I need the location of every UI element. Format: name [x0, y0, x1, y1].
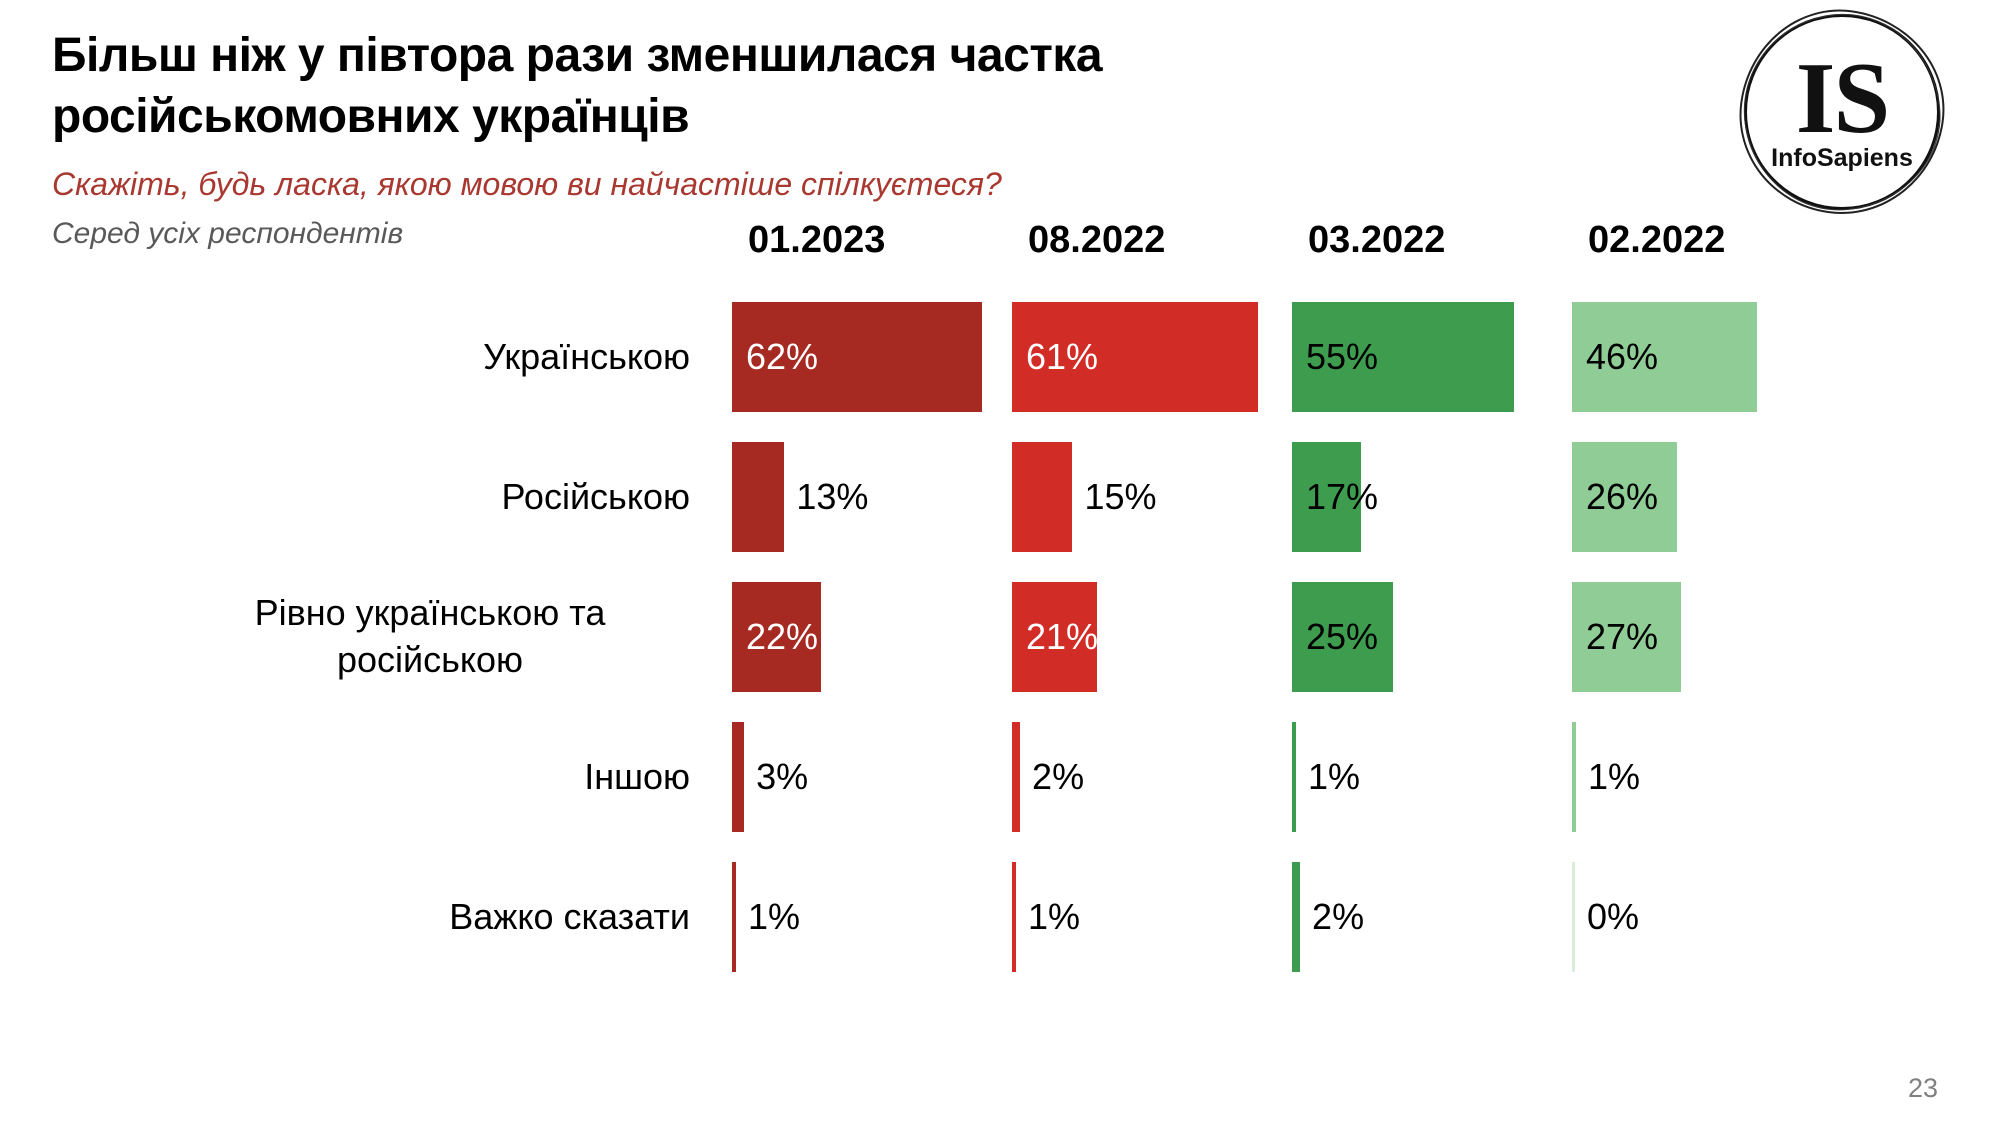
- logo-initials: IS: [1795, 42, 1890, 156]
- bar-value-label: 22%: [746, 616, 819, 657]
- bar-value-label: 21%: [1026, 616, 1099, 657]
- bar-cell: 15%: [1012, 442, 1272, 552]
- column-header: 03.2022: [1308, 218, 1446, 261]
- bar-cell: 3%: [732, 722, 992, 832]
- page-number: 23: [1907, 1073, 1938, 1103]
- bar-cell: 0%: [1572, 862, 1832, 972]
- page-title: Більш ніж у півтора рази зменшилася част…: [52, 26, 1672, 148]
- bar-cell: 27%: [1572, 582, 1832, 692]
- bar: [1012, 442, 1073, 552]
- bar: [1012, 862, 1017, 972]
- row-label: Українською: [52, 302, 712, 412]
- row-label: Російською: [52, 442, 712, 552]
- bar: [1292, 442, 1361, 552]
- bar: [1572, 722, 1577, 832]
- row-label-text: Іншою: [584, 755, 690, 797]
- bar-cell: 1%: [1572, 722, 1832, 832]
- bar-value-label: 2%: [1312, 896, 1365, 937]
- bar-value-label: 62%: [746, 336, 819, 377]
- bar: [1292, 302, 1514, 412]
- bar-value-label: 61%: [1026, 336, 1099, 377]
- bar: [1572, 302, 1758, 412]
- bar-cell: 46%: [1572, 302, 1832, 412]
- bar-cell: 1%: [1012, 862, 1272, 972]
- bar-value-label: 27%: [1586, 616, 1659, 657]
- column-header: 02.2022: [1588, 218, 1726, 261]
- row-label: Рівно українською та російською: [52, 582, 712, 692]
- bar: [1292, 582, 1393, 692]
- logo-name: InfoSapiens: [1771, 143, 1913, 172]
- bar: [732, 862, 737, 972]
- bar-value-label: 25%: [1306, 616, 1379, 657]
- column-header: 01.2023: [748, 218, 886, 261]
- bar: [1572, 442, 1677, 552]
- bar-value-label: 55%: [1306, 336, 1379, 377]
- column-header: 08.2022: [1028, 218, 1166, 261]
- bar-cell: 1%: [732, 862, 992, 972]
- bar-chart: 01.2023 08.2022 03.2022 02.2022 Українською 6…: [52, 208, 1832, 972]
- bar: [732, 442, 785, 552]
- bar-value-label: 3%: [756, 756, 809, 797]
- bar-cell: 26%: [1572, 442, 1832, 552]
- bar: [1572, 582, 1681, 692]
- bar-value-label: 26%: [1586, 476, 1659, 517]
- bar-cell: 21%: [1012, 582, 1272, 692]
- bar: [1012, 582, 1097, 692]
- bar-value-label: 1%: [1308, 756, 1361, 797]
- bar-cell: 55%: [1292, 302, 1552, 412]
- bar: [1292, 722, 1297, 832]
- bar-value-label: 17%: [1306, 476, 1379, 517]
- respondent-base: Серед усіх респондентів: [52, 216, 404, 250]
- bar-value-label: 1%: [1588, 756, 1641, 797]
- row-label-text: Російською: [501, 475, 691, 517]
- page-title-line1: Більш ніж у півтора рази зменшилася част…: [52, 29, 1103, 82]
- row-label-text: Важко сказати: [449, 895, 690, 937]
- survey-question: Скажіть, будь ласка, якою мовою ви найча…: [52, 165, 1002, 202]
- bar-cell: 13%: [732, 442, 992, 552]
- bar-value-label: 0%: [1587, 896, 1640, 937]
- infosapiens-logo: IS InfoSapiens: [1744, 14, 1940, 210]
- bar-value-label: 46%: [1586, 336, 1659, 377]
- bar: [732, 722, 745, 832]
- bar: [1012, 722, 1021, 832]
- bar-cell: 62%: [732, 302, 992, 412]
- bar-cell: 25%: [1292, 582, 1552, 692]
- bar-cell: 61%: [1012, 302, 1272, 412]
- bar: [1572, 862, 1575, 972]
- page-title-line2: російськомовних українців: [52, 89, 690, 143]
- row-label: Важко сказати: [52, 862, 712, 972]
- bar-value-label: 2%: [1032, 756, 1085, 797]
- row-label-text: Українською: [483, 335, 690, 377]
- bar-cell: 22%: [732, 582, 992, 692]
- bar-value-label: 13%: [796, 476, 869, 517]
- row-label: Іншою: [52, 722, 712, 832]
- logo-circle-icon: IS InfoSapiens: [1744, 14, 1940, 210]
- bar-cell: 17%: [1292, 442, 1552, 552]
- bar-cell: 2%: [1292, 862, 1552, 972]
- slide-header: Більш ніж у півтора рази зменшилася част…: [52, 26, 1672, 251]
- bar-value-label: 1%: [1028, 896, 1081, 937]
- bar-value-label: 1%: [748, 896, 801, 937]
- bar-cell: 1%: [1292, 722, 1552, 832]
- bar: [732, 302, 982, 412]
- bar-cell: 2%: [1012, 722, 1272, 832]
- chart-corner: [52, 208, 712, 272]
- bar: [1012, 302, 1258, 412]
- bar-value-label: 15%: [1084, 476, 1157, 517]
- row-label-text: Рівно українською та російською: [254, 592, 606, 680]
- bar: [732, 582, 821, 692]
- bar: [1292, 862, 1301, 972]
